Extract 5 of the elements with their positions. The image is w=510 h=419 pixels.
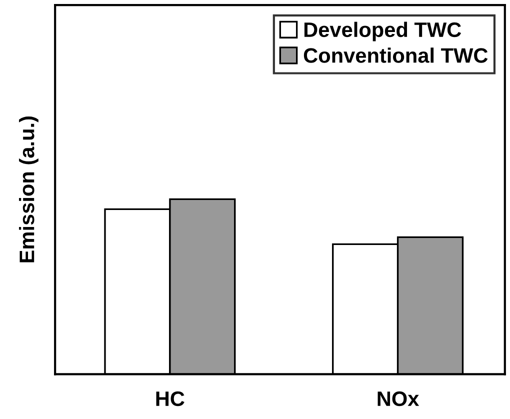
y-axis-title: Emission (a.u.) — [18, 116, 38, 262]
legend-label: Conventional TWC — [304, 48, 488, 63]
legend-label: Developed TWC — [304, 22, 462, 42]
x-tick-label: NOx — [378, 391, 420, 406]
x-tick-label: HC — [156, 391, 184, 406]
